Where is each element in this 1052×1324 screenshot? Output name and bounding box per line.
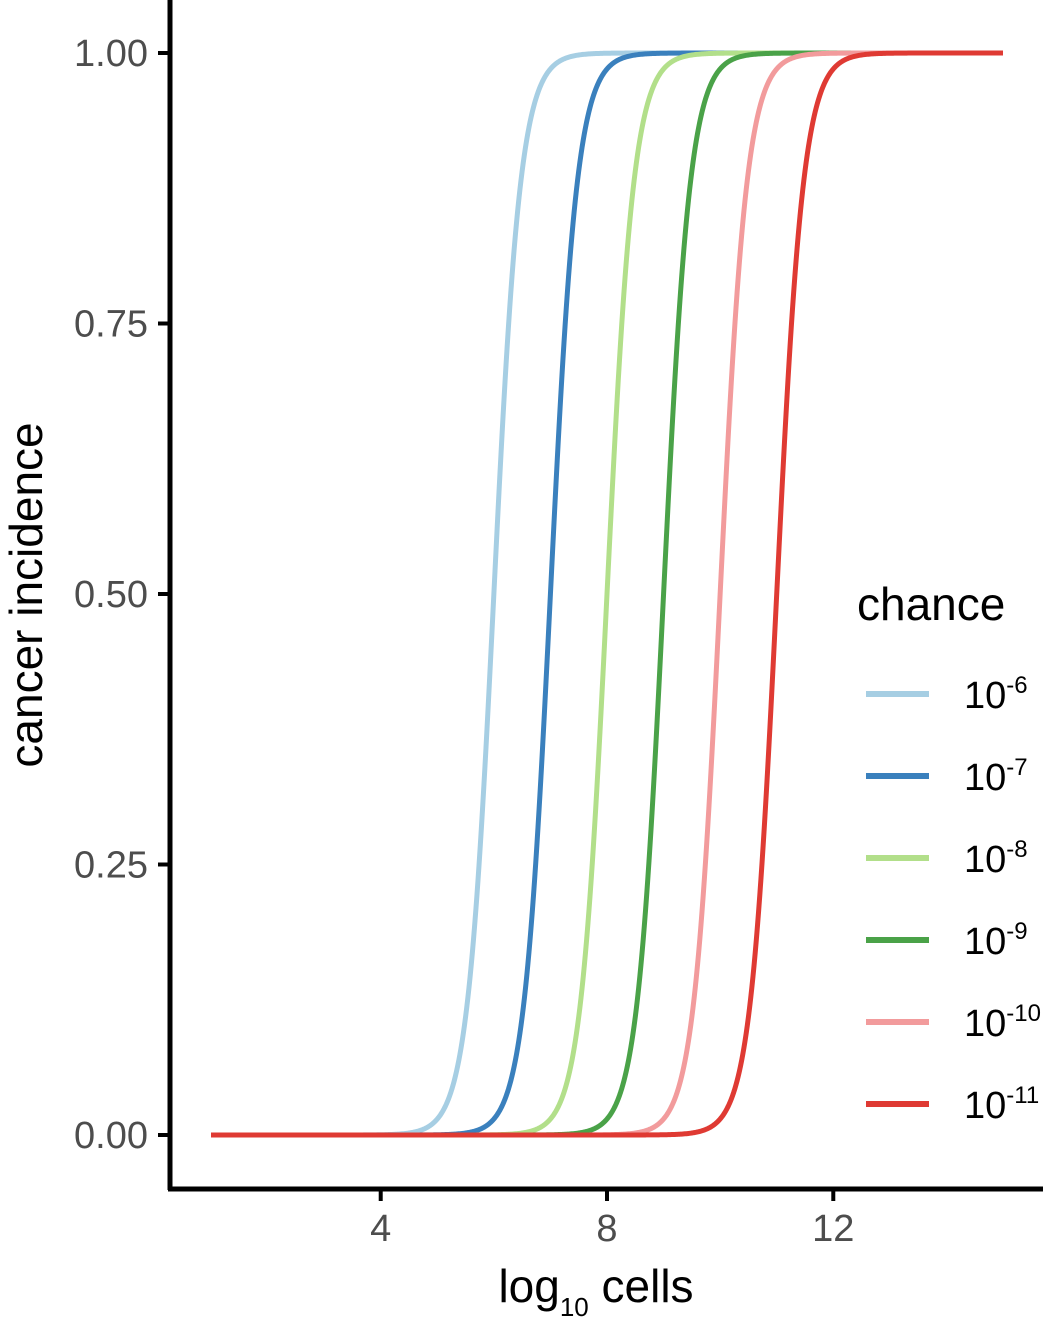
x-tick-label: 8 xyxy=(596,1208,617,1250)
y-tick-label: 0.00 xyxy=(74,1115,148,1157)
legend-title: chance xyxy=(857,578,1005,630)
legend-label-4: 10-10 xyxy=(964,1000,1041,1045)
x-ticks: 4 8 12 xyxy=(370,1189,854,1250)
legend-label-1: 10-7 xyxy=(964,754,1028,799)
legend-label-2: 10-8 xyxy=(964,836,1028,881)
y-axis-title: cancer incidence xyxy=(0,422,52,767)
legend-items: 10-6 10-7 10-8 10-9 10-10 10-11 xyxy=(866,672,1041,1127)
legend: chance 10-6 10-7 10-8 10-9 10-10 10-11 xyxy=(857,578,1041,1127)
legend-label-5: 10-11 xyxy=(964,1082,1039,1127)
series-line-5 xyxy=(209,50,1005,1138)
x-tick-label: 4 xyxy=(370,1208,391,1250)
y-tick-label: 0.25 xyxy=(74,845,148,887)
plot-lines xyxy=(209,50,1005,1138)
legend-label-3: 10-9 xyxy=(964,918,1028,963)
x-axis-title-rest: cells xyxy=(589,1260,694,1312)
x-axis-title-base: log xyxy=(498,1260,559,1312)
x-axis-title: log10 cells xyxy=(498,1260,693,1322)
y-tick-label: 0.75 xyxy=(74,304,148,346)
y-tick-label: 1.00 xyxy=(74,33,148,75)
legend-label-0: 10-6 xyxy=(964,672,1028,717)
y-tick-label: 0.50 xyxy=(74,574,148,616)
x-tick-label: 12 xyxy=(812,1208,854,1250)
y-ticks: 0.00 0.25 0.50 0.75 1.00 xyxy=(74,33,170,1157)
x-axis-title-sub: 10 xyxy=(560,1292,589,1322)
